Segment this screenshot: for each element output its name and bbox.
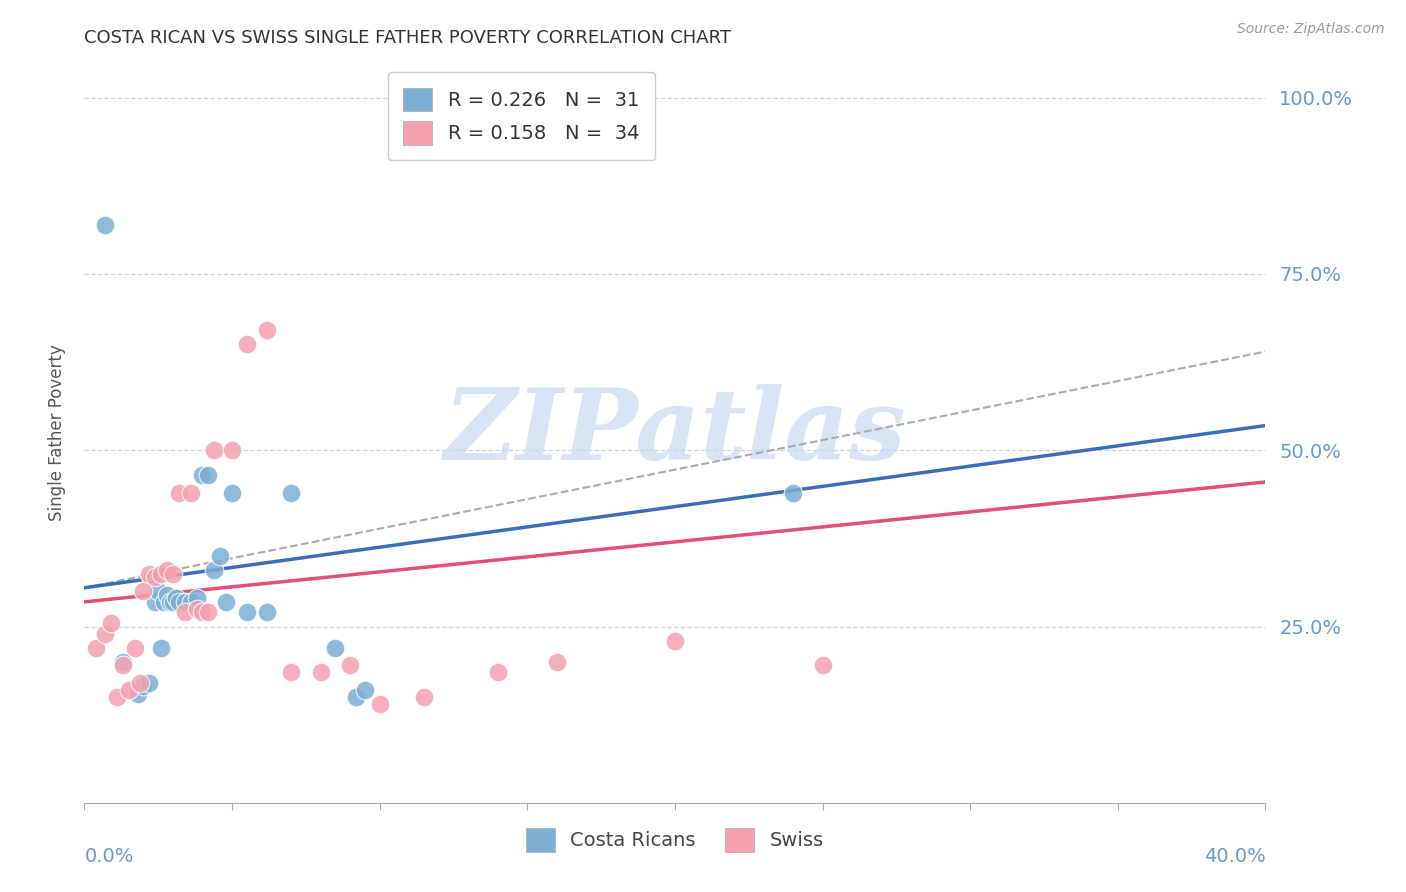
Text: Source: ZipAtlas.com: Source: ZipAtlas.com bbox=[1237, 22, 1385, 37]
Point bbox=[165, 591, 187, 606]
Point bbox=[159, 595, 181, 609]
Text: 0.0%: 0.0% bbox=[84, 847, 134, 866]
Point bbox=[173, 606, 195, 620]
Point bbox=[202, 563, 225, 577]
Point bbox=[811, 658, 834, 673]
Point bbox=[197, 467, 219, 482]
Point bbox=[309, 665, 332, 680]
Point bbox=[127, 686, 149, 700]
Point bbox=[129, 676, 152, 690]
Point bbox=[156, 563, 179, 577]
Point bbox=[153, 595, 176, 609]
Point bbox=[280, 665, 302, 680]
Legend: Costa Ricans, Swiss: Costa Ricans, Swiss bbox=[517, 821, 832, 860]
Point bbox=[191, 467, 214, 482]
Point bbox=[138, 566, 160, 581]
Point bbox=[221, 443, 243, 458]
Point bbox=[150, 566, 173, 581]
Point bbox=[100, 615, 122, 630]
Point bbox=[202, 443, 225, 458]
Y-axis label: Single Father Poverty: Single Father Poverty bbox=[48, 344, 66, 521]
Point bbox=[150, 640, 173, 655]
Point bbox=[236, 606, 259, 620]
Point bbox=[124, 640, 146, 655]
Point bbox=[344, 690, 367, 704]
Point bbox=[167, 485, 190, 500]
Point bbox=[156, 588, 179, 602]
Point bbox=[256, 606, 278, 620]
Point bbox=[325, 640, 347, 655]
Point bbox=[486, 665, 509, 680]
Point bbox=[197, 606, 219, 620]
Point bbox=[141, 570, 163, 584]
Point bbox=[413, 690, 436, 704]
Point bbox=[162, 566, 184, 581]
Point bbox=[280, 485, 302, 500]
Point bbox=[138, 676, 160, 690]
Point bbox=[664, 633, 686, 648]
Point bbox=[236, 337, 259, 351]
Text: 40.0%: 40.0% bbox=[1204, 847, 1265, 866]
Point bbox=[132, 584, 155, 599]
Point bbox=[111, 655, 134, 669]
Point bbox=[132, 680, 155, 694]
Point bbox=[256, 323, 278, 337]
Point bbox=[191, 606, 214, 620]
Point bbox=[111, 658, 134, 673]
Point bbox=[143, 595, 166, 609]
Point bbox=[162, 595, 184, 609]
Point bbox=[118, 683, 141, 698]
Point bbox=[180, 485, 202, 500]
Point bbox=[94, 218, 117, 232]
Point bbox=[782, 485, 804, 500]
Point bbox=[209, 549, 232, 563]
Point bbox=[546, 655, 568, 669]
Point bbox=[186, 591, 208, 606]
Point bbox=[339, 658, 361, 673]
Point bbox=[180, 595, 202, 609]
Text: COSTA RICAN VS SWISS SINGLE FATHER POVERTY CORRELATION CHART: COSTA RICAN VS SWISS SINGLE FATHER POVER… bbox=[84, 29, 731, 47]
Point bbox=[143, 570, 166, 584]
Point bbox=[148, 584, 170, 599]
Point bbox=[167, 595, 190, 609]
Point bbox=[84, 640, 107, 655]
Point bbox=[173, 595, 195, 609]
Text: ZIPatlas: ZIPatlas bbox=[444, 384, 905, 481]
Point bbox=[368, 697, 391, 711]
Point bbox=[215, 595, 238, 609]
Point bbox=[186, 602, 208, 616]
Point bbox=[221, 485, 243, 500]
Point bbox=[105, 690, 128, 704]
Point bbox=[354, 683, 377, 698]
Point bbox=[94, 626, 117, 640]
